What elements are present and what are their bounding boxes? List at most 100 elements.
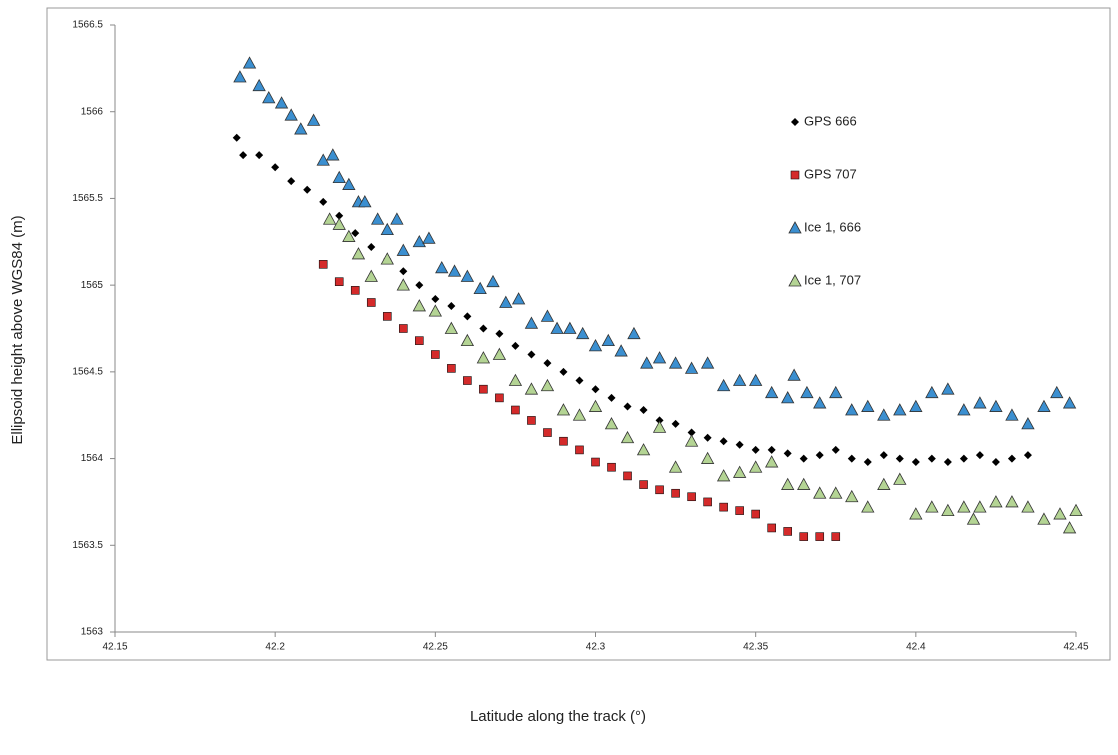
point xyxy=(463,376,472,385)
point xyxy=(668,460,683,473)
point xyxy=(239,151,248,160)
point xyxy=(431,295,440,304)
point xyxy=(460,333,475,347)
point xyxy=(447,364,456,373)
point xyxy=(396,278,410,291)
point xyxy=(460,269,475,282)
point xyxy=(684,361,699,374)
point xyxy=(316,153,330,166)
point xyxy=(975,451,984,460)
point xyxy=(1021,417,1035,430)
point xyxy=(845,489,859,503)
y-tick-label: 1566 xyxy=(81,106,104,117)
point xyxy=(232,133,241,142)
point xyxy=(380,252,394,265)
point xyxy=(655,485,664,495)
point xyxy=(911,458,920,467)
point xyxy=(639,480,648,489)
point xyxy=(415,336,424,345)
point xyxy=(294,122,308,135)
point xyxy=(255,151,264,160)
point xyxy=(543,428,552,437)
legend-text: GPS 666 xyxy=(804,113,857,128)
point xyxy=(447,301,456,310)
y-tick-label: 1563 xyxy=(81,627,104,638)
point xyxy=(415,281,424,290)
point xyxy=(687,428,696,437)
point xyxy=(797,477,811,490)
point xyxy=(284,108,298,121)
point xyxy=(732,465,747,478)
point xyxy=(893,403,907,416)
point xyxy=(486,274,500,288)
point xyxy=(767,445,776,454)
point xyxy=(748,460,763,473)
point xyxy=(623,402,632,411)
point xyxy=(601,333,615,347)
point xyxy=(655,416,664,425)
point xyxy=(444,321,459,334)
point xyxy=(927,454,936,463)
point xyxy=(735,506,744,515)
point xyxy=(829,486,843,499)
point xyxy=(829,385,843,399)
point xyxy=(957,500,971,513)
point xyxy=(334,277,344,286)
point xyxy=(732,373,747,386)
point xyxy=(1062,521,1077,534)
point xyxy=(909,507,923,520)
point xyxy=(815,451,824,460)
point xyxy=(476,351,491,364)
point xyxy=(973,500,987,513)
point xyxy=(559,367,568,376)
point xyxy=(319,197,328,206)
point xyxy=(332,217,346,230)
legend-text: GPS 707 xyxy=(804,166,857,181)
point xyxy=(620,430,635,444)
point xyxy=(765,385,779,399)
x-axis-title: Latitude along the track (°) xyxy=(470,708,646,725)
point xyxy=(700,451,715,464)
point xyxy=(845,403,859,416)
point xyxy=(668,356,683,369)
y-tick-label: 1564 xyxy=(81,453,104,464)
legend-text: Ice 1, 666 xyxy=(804,219,861,234)
point xyxy=(813,396,827,409)
point xyxy=(591,385,600,394)
point xyxy=(716,469,731,482)
point xyxy=(700,356,715,369)
point xyxy=(390,212,404,225)
point xyxy=(447,264,462,277)
point xyxy=(959,454,968,463)
point xyxy=(652,351,667,364)
point xyxy=(735,440,744,449)
x-tick-label: 42.25 xyxy=(423,642,448,653)
point xyxy=(991,458,1000,467)
point xyxy=(781,477,795,490)
point xyxy=(861,399,875,412)
x-tick-label: 42.2 xyxy=(265,642,285,653)
x-tick-label: 42.15 xyxy=(102,642,127,653)
legend-marker xyxy=(788,221,802,234)
point xyxy=(989,399,1003,412)
point xyxy=(367,242,376,251)
point xyxy=(335,211,344,220)
y-axis-title: Ellipsoid height above WGS84 (m) xyxy=(9,215,26,444)
point xyxy=(687,492,696,502)
point xyxy=(398,324,408,333)
point xyxy=(716,378,731,392)
point xyxy=(1037,399,1051,412)
point xyxy=(550,321,564,334)
point xyxy=(306,113,321,126)
point xyxy=(563,321,577,334)
point xyxy=(879,451,888,460)
point xyxy=(422,231,436,244)
point xyxy=(350,286,360,295)
point xyxy=(524,382,539,395)
point xyxy=(370,212,385,225)
point xyxy=(511,405,520,415)
point xyxy=(813,486,827,499)
legend-marker xyxy=(788,274,802,287)
x-tick-label: 42.45 xyxy=(1063,642,1088,653)
point xyxy=(588,339,603,352)
